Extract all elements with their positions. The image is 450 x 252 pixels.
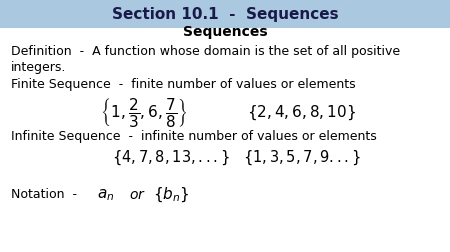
Text: integers.: integers. (11, 60, 67, 73)
Text: $\left\{b_n\right\}$: $\left\{b_n\right\}$ (153, 185, 189, 203)
Text: Notation  -: Notation - (11, 187, 81, 201)
Text: Finite Sequence  -  finite number of values or elements: Finite Sequence - finite number of value… (11, 78, 356, 91)
Text: $\left\{2,4,6,8,10\right\}$: $\left\{2,4,6,8,10\right\}$ (247, 103, 356, 121)
Text: $a_n$: $a_n$ (97, 186, 114, 202)
Text: $or$: $or$ (129, 187, 146, 201)
Text: $\left\{1,3,5,7,9...\right\}$: $\left\{1,3,5,7,9...\right\}$ (243, 148, 360, 167)
Bar (0, 0, 450, 29)
Text: Sequences: Sequences (183, 24, 267, 39)
Text: Section 10.1  -  Sequences: Section 10.1 - Sequences (112, 7, 338, 22)
Text: $\left\{4,7,8,13,...\right\}$: $\left\{4,7,8,13,...\right\}$ (112, 148, 230, 167)
Text: $\left\{1,\dfrac{2}{3},6,\dfrac{7}{8}\right\}$: $\left\{1,\dfrac{2}{3},6,\dfrac{7}{8}\ri… (100, 96, 188, 129)
Text: Definition  -  A function whose domain is the set of all positive: Definition - A function whose domain is … (11, 45, 400, 58)
Text: Infinite Sequence  -  infinite number of values or elements: Infinite Sequence - infinite number of v… (11, 130, 377, 143)
